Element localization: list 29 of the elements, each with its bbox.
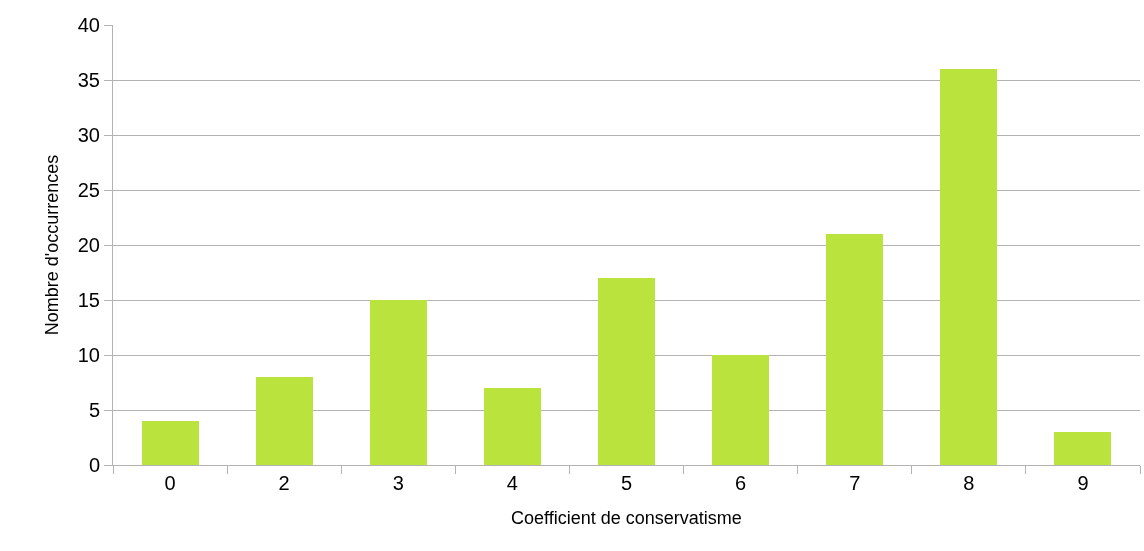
x-tick-label: 8 xyxy=(963,472,975,494)
x-tick-label: 9 xyxy=(1077,472,1089,494)
bar xyxy=(256,377,313,465)
y-tick-label: 0 xyxy=(88,454,100,476)
y-axis-title: Nombre d'occurrences xyxy=(41,154,62,336)
x-tick-label: 2 xyxy=(278,472,290,494)
y-tick-label: 15 xyxy=(77,289,100,311)
bar xyxy=(1054,432,1111,465)
bar xyxy=(940,69,997,465)
x-axis-title: Coefficient de conservatisme xyxy=(511,508,742,529)
y-tick-label: 25 xyxy=(77,179,100,201)
x-tick-label: 3 xyxy=(392,472,404,494)
x-tick-label: 7 xyxy=(849,472,861,494)
y-tick-label: 30 xyxy=(77,124,100,146)
y-tick-label: 5 xyxy=(88,399,100,421)
x-tick-label: 4 xyxy=(506,472,518,494)
y-tick-label: 35 xyxy=(77,69,100,91)
y-tick-label: 40 xyxy=(77,14,100,36)
x-tick-label: 6 xyxy=(735,472,747,494)
bar xyxy=(484,388,541,465)
x-tick-label: 5 xyxy=(620,472,633,494)
y-tick-label: 10 xyxy=(77,344,100,366)
bar xyxy=(598,278,655,465)
bar xyxy=(712,355,769,465)
x-tick-label: 0 xyxy=(164,472,176,494)
bar xyxy=(826,234,883,465)
y-tick-label: 20 xyxy=(77,234,100,256)
bar xyxy=(370,300,427,465)
bar xyxy=(142,421,199,465)
